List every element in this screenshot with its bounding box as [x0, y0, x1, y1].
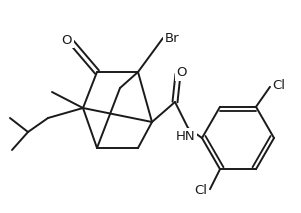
Text: O: O: [62, 33, 72, 46]
Text: Br: Br: [165, 33, 179, 46]
Text: Cl: Cl: [194, 184, 207, 197]
Text: O: O: [177, 66, 187, 79]
Text: HN: HN: [176, 130, 196, 142]
Text: Cl: Cl: [272, 79, 286, 92]
